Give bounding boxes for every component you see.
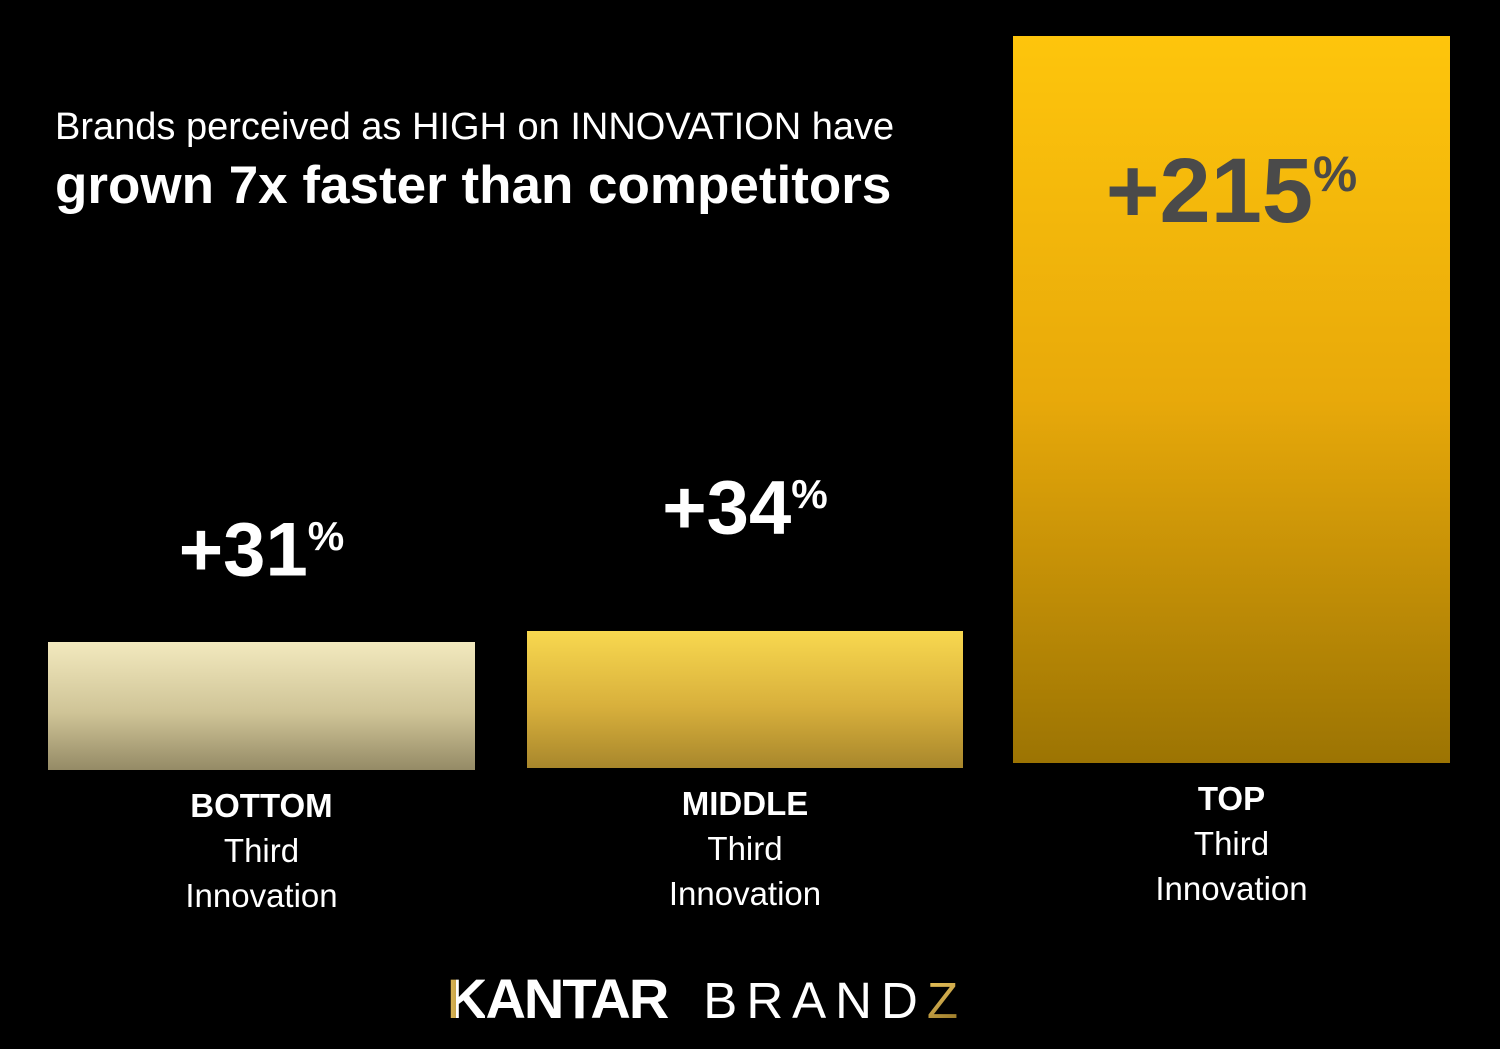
kantar-gold-k: K — [447, 967, 487, 1030]
bar-top-third — [1013, 36, 1450, 763]
percent-sign-middle: % — [791, 471, 828, 517]
tier-name-bottom: BOTTOM — [190, 787, 333, 824]
bar-category-label-bottom: BOTTOM Third Innovation — [48, 783, 475, 918]
chart-title-line1: Brands perceived as HIGH on INNOVATION h… — [55, 106, 895, 148]
tier-sub2-top: Innovation — [1155, 870, 1308, 907]
bar-value-middle: +34 — [662, 465, 792, 551]
tier-sub2-middle: Innovation — [668, 875, 822, 912]
bar-category-label-middle: MIDDLE Third Innovation — [527, 781, 963, 916]
bar-category-label-top: TOP Third Innovation — [1013, 776, 1450, 911]
brandz-wordmark-brand: BRAND — [703, 972, 927, 1029]
bar-value-label-bottom: +31% — [48, 498, 475, 588]
percent-sign-top: % — [1313, 146, 1358, 202]
tier-name-top: TOP — [1197, 780, 1266, 817]
bar-middle-third — [527, 631, 963, 768]
tier-sub1-bottom: Third — [223, 832, 300, 869]
tier-name-middle: MIDDLE — [681, 785, 809, 822]
kantar-wordmark-rest: ANTAR — [485, 967, 669, 1030]
bar-value-label-top: +215% — [1013, 128, 1450, 237]
kantar-brandz-logo: KANTAR BRANDZ — [0, 966, 1457, 1031]
tier-sub2-bottom: Innovation — [185, 877, 338, 914]
chart-title-line2: grown 7x faster than competitors — [55, 156, 892, 215]
brandz-gold-z: Z — [926, 972, 967, 1029]
kantar-wordmark: KANTAR — [447, 966, 669, 1031]
bar-value-bottom: +31 — [178, 507, 308, 593]
bar-value-label-middle: +34% — [527, 456, 963, 546]
bar-value-top: +215 — [1105, 139, 1314, 242]
percent-sign-bottom: % — [307, 513, 345, 559]
bar-bottom-third — [48, 642, 475, 770]
chart-title: Brands perceived as HIGH on INNOVATION h… — [55, 103, 894, 215]
tier-sub1-middle: Third — [707, 830, 783, 867]
tier-sub1-top: Third — [1193, 825, 1270, 862]
brandz-wordmark: BRANDZ — [703, 971, 967, 1030]
